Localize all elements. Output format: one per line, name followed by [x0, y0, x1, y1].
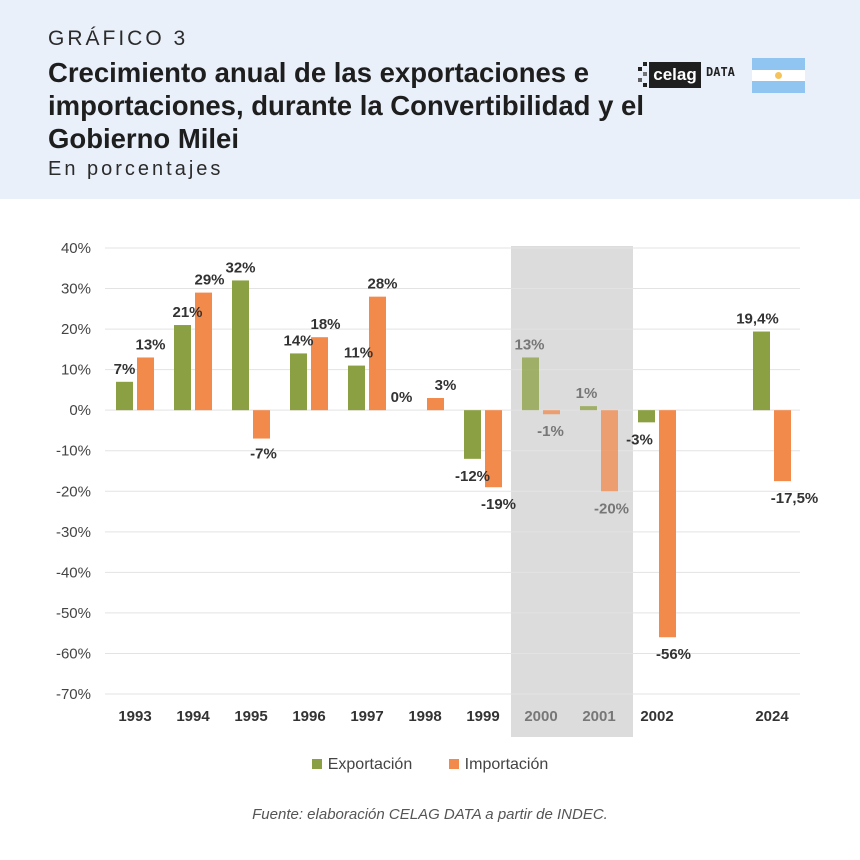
import-label-1993: 13% [135, 336, 165, 353]
import-label-1994: 29% [194, 272, 224, 289]
import-bar-1996 [311, 337, 328, 411]
import-bar-2024 [774, 410, 791, 482]
export-label-1994: 21% [172, 304, 202, 321]
export-label-1997: 11% [344, 345, 373, 362]
x-tick-label-1993: 1993 [118, 708, 151, 725]
export-label-2000: 13% [514, 336, 544, 353]
import-bar-1997 [369, 296, 386, 411]
export-label-1999: -12% [455, 468, 490, 485]
y-tick-label: 30% [61, 281, 91, 298]
import-label-1998: 3% [435, 377, 457, 394]
x-tick-label-1995: 1995 [234, 708, 267, 725]
y-tick-label: 40% [61, 240, 91, 257]
x-tick-label-1996: 1996 [292, 708, 325, 725]
export-label-2002: -3% [626, 431, 653, 448]
bar-chart: 40% 30% 20% 10% 0% -10% -20% -30% -40% -50% -60% -7… [56, 240, 819, 737]
import-label-2001: -20% [594, 500, 629, 517]
y-tick-label: -40% [56, 564, 91, 581]
x-tick-label-2000: 2000 [524, 708, 557, 725]
legend-item-import: Importación [448, 756, 549, 774]
import-label-1995: -7% [250, 446, 277, 463]
y-tick-label: -50% [56, 605, 91, 622]
x-tick-label-2002: 2002 [640, 708, 673, 725]
y-tick-label: 20% [61, 321, 91, 338]
y-tick-label: 10% [61, 362, 91, 379]
y-tick-label: -10% [56, 443, 91, 460]
import-bar-1993 [137, 357, 154, 411]
x-tick-label-1998: 1998 [408, 708, 441, 725]
import-bar-2001 [601, 410, 618, 492]
y-tick-label: -30% [56, 524, 91, 541]
import-label-1996: 18% [310, 316, 340, 333]
chart-kicker: GRÁFICO 3 [48, 27, 189, 50]
export-bar-2024 [753, 331, 770, 411]
x-tick-label-2001: 2001 [582, 708, 615, 725]
logo-suffix: DATA [706, 65, 735, 79]
x-tick-label-2024: 2024 [755, 708, 789, 725]
import-bar-1994 [195, 292, 212, 411]
x-tick-label-1997: 1997 [350, 708, 383, 725]
export-bar-2002 [638, 410, 655, 423]
celag-data-logo: celag DATA [638, 62, 742, 88]
logo-word: celag [649, 62, 701, 88]
export-bar-2001 [580, 406, 597, 411]
import-bar-1995 [253, 410, 270, 439]
export-bar-1993 [116, 381, 133, 411]
import-label-2024: -17,5% [771, 490, 819, 507]
export-label-2024: 19,4% [736, 311, 779, 328]
export-label-1995: 32% [225, 259, 255, 276]
export-bar-1999 [464, 410, 481, 459]
export-label-1996: 14% [283, 332, 313, 349]
import-label-1999: -19% [481, 496, 516, 513]
y-tick-label: 0% [69, 402, 91, 419]
argentina-flag-icon [752, 58, 805, 93]
chart-title: Crecimiento anual de las exportaciones e… [48, 57, 644, 154]
export-label-2001: 1% [576, 385, 598, 402]
export-bar-2000 [522, 357, 539, 411]
x-tick-label-1999: 1999 [466, 708, 499, 725]
legend-item-export: Exportación [311, 756, 413, 774]
import-bar-1998 [427, 398, 444, 411]
y-tick-label: -70% [56, 686, 91, 703]
import-bar-1999 [485, 410, 502, 488]
export-label-1993: 7% [114, 361, 136, 378]
source-note: Fuente: elaboración CELAG DATA a partir … [252, 806, 608, 823]
legend-label-import: Importación [464, 756, 549, 773]
import-bar-2002 [659, 410, 676, 638]
y-tick-label: -60% [56, 645, 91, 662]
import-label-2000: -1% [537, 423, 564, 440]
legend-swatch-import [448, 759, 459, 769]
y-tick-label: -20% [56, 483, 91, 500]
chart-subtitle: En porcentajes [48, 158, 224, 180]
import-bar-2000 [543, 410, 560, 415]
header-banner: GRÁFICO 3 Crecimiento anual de las expor… [0, 0, 860, 199]
legend-label-export: Exportación [327, 756, 413, 773]
export-bar-1996 [290, 353, 307, 411]
export-label-1998: 0% [391, 389, 413, 406]
legend-swatch-export [311, 759, 322, 769]
export-bar-1997 [348, 365, 365, 411]
import-label-2002: -56% [656, 646, 691, 663]
import-label-1997: 28% [367, 276, 397, 293]
export-bar-1995 [232, 280, 249, 411]
x-tick-label-1994: 1994 [176, 708, 210, 725]
export-bar-1994 [174, 325, 191, 411]
chart-legend: Exportación Importación [0, 756, 860, 774]
